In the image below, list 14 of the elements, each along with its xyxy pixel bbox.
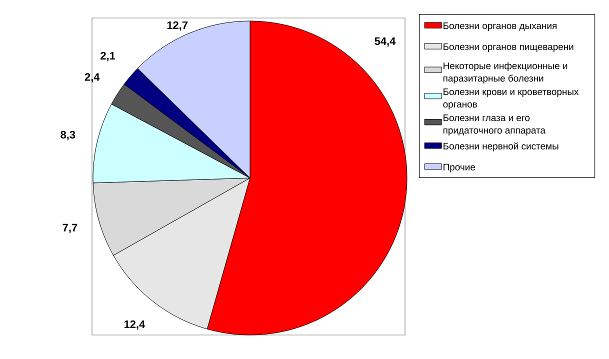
legend-label: Болезни органов дыхания: [444, 22, 556, 31]
data-label: 12,7: [167, 21, 188, 31]
data-label: 8,3: [60, 130, 76, 140]
legend-label: Прочие: [444, 164, 476, 172]
legend-label: Болезни глаза и его придаточного аппарата: [443, 114, 546, 136]
data-label: 2,1: [100, 52, 116, 62]
legend-label: Некоторые инфекционные и паразитарные болезни: [443, 62, 568, 84]
data-label: 7,7: [62, 224, 78, 234]
legend-label: Болезни крови и кроветворных органов: [443, 88, 579, 110]
data-label: 12,4: [124, 320, 146, 330]
legend-label: Болезни органов пищеварени: [444, 43, 574, 52]
data-label: 2,4: [84, 73, 100, 82]
legend-label: Болезни нервной системы: [444, 142, 558, 152]
data-label: 54,4: [374, 37, 396, 47]
